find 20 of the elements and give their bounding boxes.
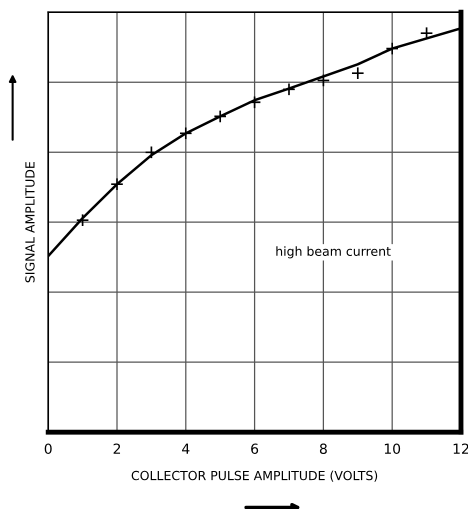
- annotation: high beam current: [276, 246, 391, 258]
- x-axis-title: COLLECTOR PULSE AMPLITUDE (VOLTS): [132, 470, 378, 482]
- point: [214, 110, 227, 124]
- y-axis-title: SIGNAL AMPLITUDE: [25, 162, 35, 282]
- x-tick-label: 10: [384, 443, 400, 454]
- x-tick-label: 8: [320, 443, 327, 454]
- point: [248, 96, 262, 109]
- point: [282, 82, 296, 96]
- x-tick-label: 4: [182, 444, 190, 454]
- point: [76, 214, 90, 227]
- x-tick-label: 12: [454, 443, 468, 454]
- point: [316, 74, 330, 88]
- point: [144, 146, 158, 159]
- point: [110, 178, 124, 191]
- point: [351, 66, 364, 80]
- point: [179, 126, 192, 140]
- x-tick-label: 2: [114, 443, 120, 454]
- x-tick-label: 0: [44, 443, 52, 454]
- x-tick-label: 6: [251, 443, 258, 454]
- point: [386, 42, 399, 56]
